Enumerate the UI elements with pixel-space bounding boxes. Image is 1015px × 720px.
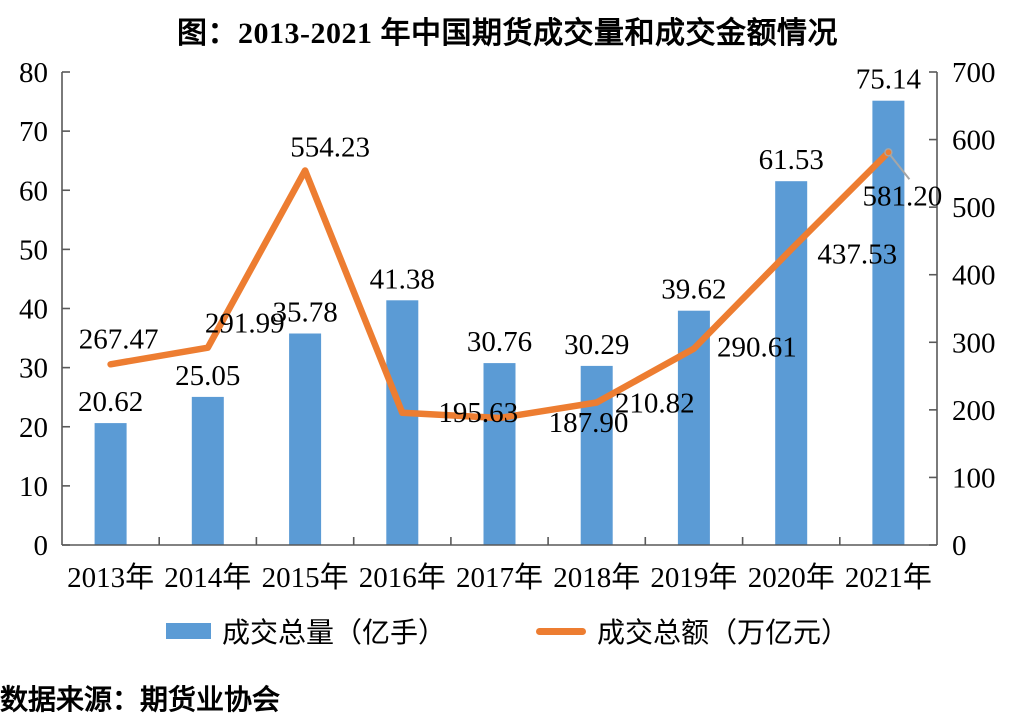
bar-value-label-2016年: 41.38 [370,263,435,295]
right-axis-tick-label: 400 [952,260,996,292]
data-source: 数据来源：期货业协会 [0,685,281,716]
legend-label-volume: 成交总量（亿手） [221,618,446,649]
line-value-label-2017年: 187.90 [549,407,629,439]
left-axis-tick-label: 50 [19,234,48,266]
line-value-label-2016年: 195.63 [438,397,518,429]
x-axis-category-label: 2013年 [67,561,154,594]
bar-2017年 [483,363,516,545]
callout-anchor-dot [884,148,893,157]
bar-value-label-2018年: 30.29 [564,329,629,361]
chart-legend: 成交总量（亿手） 成交总额（万亿元） [0,611,1015,651]
line-value-label-2013年: 267.47 [79,323,159,355]
legend-item-turnover: 成交总额（万亿元） [536,611,849,651]
x-axis-category-label: 2020年 [748,561,835,594]
x-axis-category-label: 2019年 [650,561,737,594]
bar-value-label-2019年: 39.62 [661,274,726,306]
bar-value-label-2013年: 20.62 [78,386,143,418]
legend-line-swatch-icon [536,627,586,635]
left-axis-tick-label: 0 [34,530,49,562]
right-axis-tick-label: 500 [952,192,996,224]
x-axis-category-label: 2016年 [359,561,446,594]
right-axis-tick-label: 200 [952,395,996,427]
left-axis-tick-label: 60 [19,175,48,207]
left-axis-tick-label: 80 [19,57,48,89]
chart-canvas: 0 10 20 30 40 50 60 70 80 0 100 200 300 400 500 600 700 2… [19,57,996,594]
bar-2021年 [872,100,905,545]
x-axis-category-label: 2014年 [164,561,251,594]
x-axis-category-label: 2018年 [553,561,640,594]
line-value-label-2020年: 437.53 [817,238,897,270]
left-axis-tick-label: 10 [19,471,48,503]
bar-2016年 [386,300,419,545]
chart-title: 图：2013-2021 年中国期货成交量和成交金额情况 [177,17,838,50]
bar-value-label-2020年: 61.53 [759,144,824,176]
callout-leader-line [889,154,911,180]
right-axis-tick-label: 0 [952,530,967,562]
legend-item-volume: 成交总量（亿手） [165,611,446,651]
x-axis-category-label: 2015年 [262,561,349,594]
line-value-label-2018年: 210.82 [615,388,695,420]
legend-bar-swatch-icon [165,623,211,639]
left-axis-tick-label: 70 [19,116,48,148]
bar-value-label-2014年: 25.05 [175,360,240,392]
right-axis-tick-label: 300 [952,327,996,359]
bar-value-label-2021年: 75.14 [856,64,922,96]
left-axis-tick-label: 30 [19,353,48,385]
bar-2015年 [289,333,322,545]
line-value-label-2014年: 291.99 [205,308,285,340]
left-axis-tick-label: 20 [19,412,48,444]
right-axis-tick-label: 700 [952,57,996,89]
line-value-label-2019年: 290.61 [717,332,797,364]
x-axis-category-label: 2021年 [845,561,932,594]
right-axis-tick-label: 600 [952,125,996,157]
line-value-label-2021年: 581.20 [863,180,943,212]
legend-label-turnover: 成交总额（万亿元） [597,618,850,649]
bar-value-label-2017年: 30.76 [467,326,532,358]
line-value-label-2015年: 554.23 [290,132,370,164]
right-axis-tick-label: 100 [952,462,996,494]
bar-2013年 [94,423,127,545]
left-axis-tick-label: 40 [19,294,48,326]
x-axis-category-label: 2017年 [456,561,543,594]
turnover-line [107,149,892,422]
bar-value-label-2015年: 35.78 [272,297,337,329]
bar-2014年 [191,396,224,545]
